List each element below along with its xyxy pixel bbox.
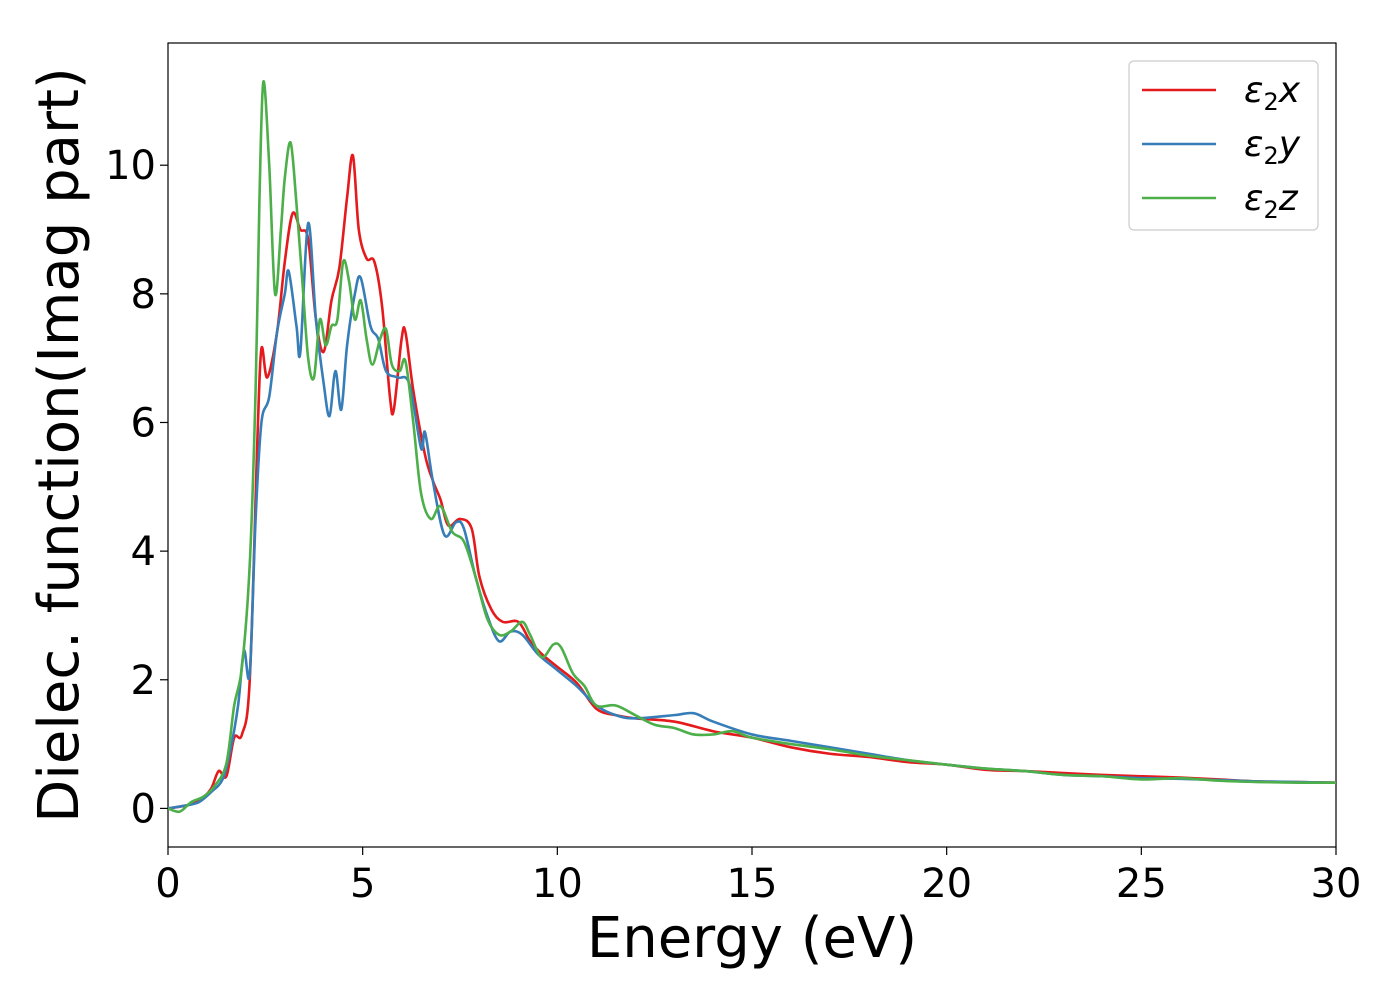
x-tick-label: 15 — [727, 861, 778, 907]
legend-box — [1128, 60, 1319, 231]
legend: ε2x ε2y ε2z — [1128, 60, 1319, 231]
y-axis-title: Dielec. function(Imag part) — [27, 67, 92, 823]
y-tick-label: 0 — [131, 786, 156, 832]
legend-label-x: ε2x — [1244, 70, 1301, 116]
y-axis-ticks: 0 2 4 6 8 10 — [105, 143, 168, 832]
x-tick-label: 10 — [532, 861, 583, 907]
legend-label-z: ε2z — [1244, 178, 1299, 224]
x-tick-label: 20 — [921, 861, 972, 907]
series-line-z — [168, 80, 1336, 814]
legend-label-y: ε2y — [1244, 124, 1301, 170]
y-tick-label: 4 — [131, 529, 156, 575]
y-tick-label: 10 — [105, 143, 156, 189]
x-tick-label: 30 — [1311, 861, 1362, 907]
x-tick-label: 5 — [350, 861, 375, 907]
x-tick-label: 0 — [155, 861, 180, 907]
x-tick-label: 25 — [1116, 861, 1167, 907]
y-tick-label: 2 — [131, 658, 156, 704]
x-axis-ticks: 0 5 10 15 20 25 30 — [155, 847, 1361, 907]
x-axis-title: Energy (eV) — [587, 906, 917, 971]
y-tick-label: 8 — [131, 272, 156, 318]
series-line-x — [168, 153, 1336, 810]
y-tick-label: 6 — [131, 400, 156, 446]
series-layer — [168, 80, 1336, 814]
